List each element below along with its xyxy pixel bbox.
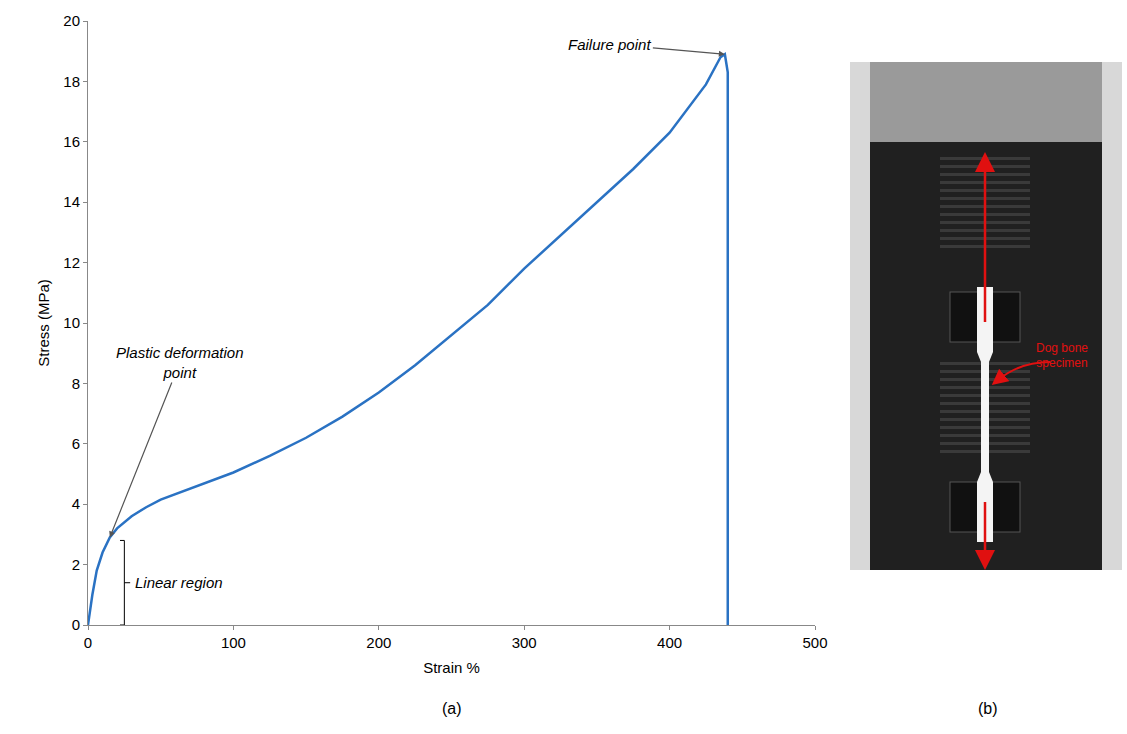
svg-text:12: 12 [63,254,80,271]
svg-text:Dog bonespecimen: Dog bonespecimen [1036,341,1088,370]
svg-text:100: 100 [221,634,246,651]
svg-text:Failure point: Failure point [568,36,651,53]
svg-text:20: 20 [63,12,80,29]
svg-text:18: 18 [63,73,80,90]
svg-text:Plastic deformationpoint: Plastic deformationpoint [116,344,244,381]
svg-text:4: 4 [72,495,80,512]
svg-text:Strain %: Strain % [423,659,480,676]
svg-text:14: 14 [63,193,80,210]
svg-text:300: 300 [512,634,537,651]
svg-text:8: 8 [72,375,80,392]
svg-text:200: 200 [366,634,391,651]
svg-text:6: 6 [72,435,80,452]
html-text:(b): (b) [978,700,998,717]
svg-text:16: 16 [63,133,80,150]
html-text:(a): (a) [442,700,462,717]
svg-text:500: 500 [802,634,827,651]
svg-text:10: 10 [63,314,80,331]
svg-text:400: 400 [657,634,682,651]
svg-text:0: 0 [84,634,92,651]
svg-text:2: 2 [72,556,80,573]
svg-text:Stress (MPa): Stress (MPa) [35,279,52,367]
svg-text:0: 0 [72,616,80,633]
svg-text:Linear region: Linear region [135,574,223,591]
